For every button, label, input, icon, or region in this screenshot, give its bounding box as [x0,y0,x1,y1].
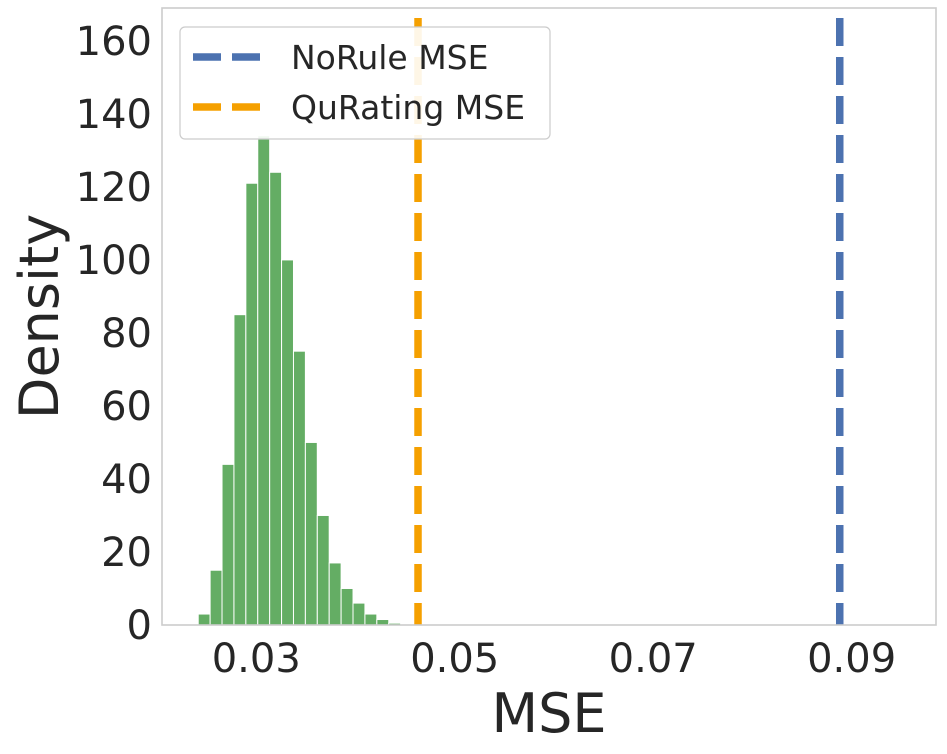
histogram-bar [221,463,235,626]
y-tick-label: 140 [76,92,152,138]
plot-frame [161,7,937,626]
legend-label: NoRule MSE [291,38,488,77]
histogram-bar [376,619,390,626]
x-tick-label: 0.09 [807,636,896,682]
histogram-bar [292,350,306,626]
y-tick-label: 120 [76,165,152,211]
x-axis-ticks: 0.03 0.05 0.07 0.09 [212,636,896,682]
x-tick-label: 0.03 [212,636,301,682]
y-tick-label: 160 [76,19,152,65]
x-axis-label: MSE [492,682,607,745]
x-tick-label: 0.07 [609,636,698,682]
histogram-bar [197,613,211,626]
y-tick-label: 20 [101,530,152,576]
histogram-bar [209,569,223,626]
histogram-bar [316,514,330,626]
y-tick-label: 60 [101,384,152,430]
legend-label: QuRating MSE [291,88,525,127]
histogram-bar [245,182,259,626]
histogram-bar [352,602,366,626]
histogram-bars [197,135,402,626]
histogram-bar [304,441,318,626]
legend-box [179,26,551,140]
x-tick-label: 0.05 [410,636,499,682]
y-axis-ticks: 0 20 40 60 80 100 120 140 160 [76,19,152,649]
y-tick-label: 0 [127,603,152,649]
histogram-bar [233,314,247,626]
histogram-bar [340,587,354,626]
y-tick-label: 80 [101,311,152,357]
histogram-bar [269,171,283,626]
legend: NoRule MSE QuRating MSE [179,26,551,140]
histogram-bar [281,259,294,626]
histogram-bar [364,613,378,626]
histogram-bar [257,135,271,626]
y-tick-label: 100 [76,238,152,284]
histogram-bar [328,562,342,626]
y-axis-label: Density [8,214,71,419]
y-tick-label: 40 [101,457,152,503]
